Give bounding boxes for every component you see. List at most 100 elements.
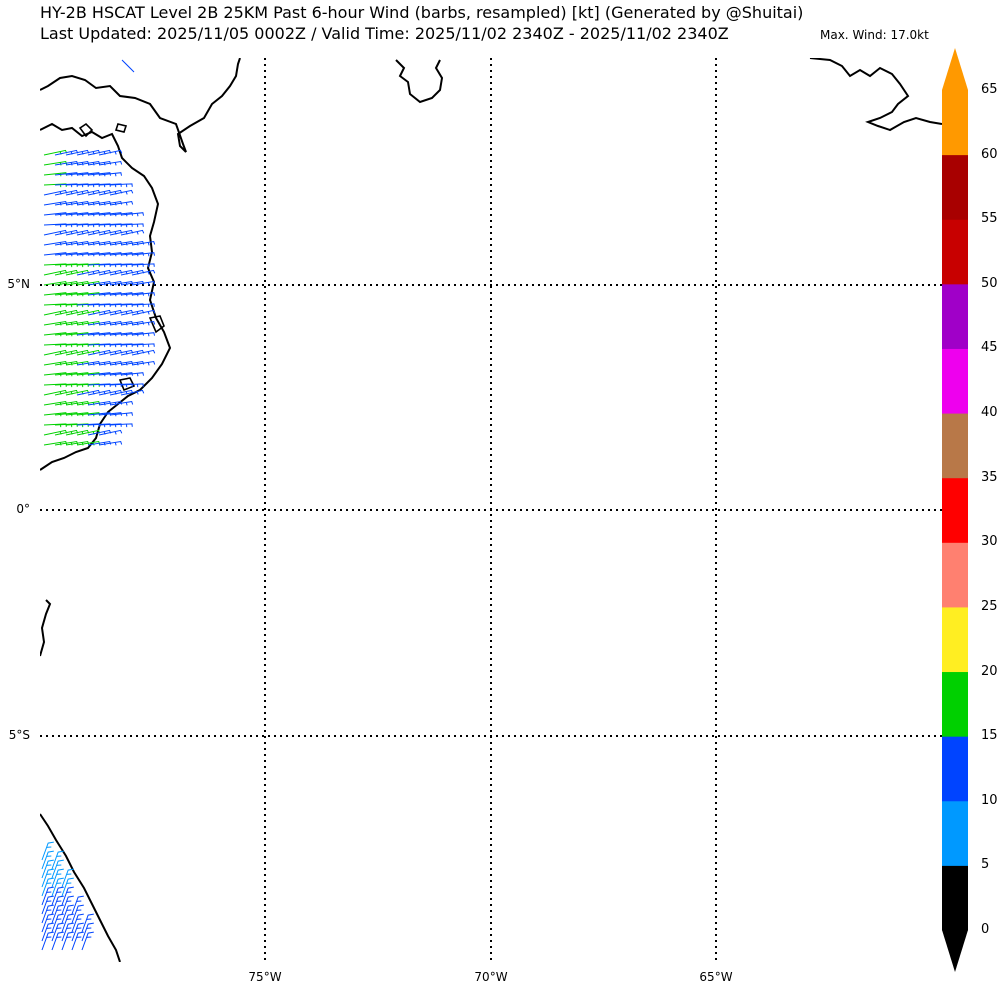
wind-barb xyxy=(87,309,112,316)
colorbar-segment xyxy=(942,865,968,931)
wind-barb xyxy=(76,229,101,236)
wind-barb xyxy=(120,212,144,217)
wind-barb xyxy=(43,389,68,396)
max-wind-label: Max. Wind: 17.0kt xyxy=(820,28,929,42)
wind-barb xyxy=(65,149,90,156)
wind-barb xyxy=(54,309,79,316)
lat-label-5s: 5°S xyxy=(8,728,30,742)
colorbar-extend-over xyxy=(942,48,968,90)
wind-barb xyxy=(109,200,134,206)
wind-barb xyxy=(41,913,54,933)
lon-label-75w: 75°W xyxy=(248,970,282,984)
wind-barb xyxy=(41,841,54,861)
wind-barb xyxy=(87,349,112,356)
colorbar-segment xyxy=(942,606,968,673)
wind-barb xyxy=(120,223,144,228)
wind-barb xyxy=(65,309,90,316)
colorbar-segment xyxy=(942,671,968,737)
wind-barb xyxy=(51,877,64,897)
wind-barb xyxy=(71,922,84,942)
wind-barb xyxy=(131,320,156,326)
wind-barb xyxy=(109,269,134,276)
wind-barb xyxy=(109,189,134,196)
wind-barb xyxy=(71,895,84,915)
wind-barb xyxy=(41,868,54,888)
colorbar-segment xyxy=(942,542,968,608)
colorbar-segment xyxy=(942,413,968,479)
wind-barb xyxy=(65,429,90,436)
chart-subtitle: Last Updated: 2025/11/05 0002Z / Valid T… xyxy=(40,24,729,43)
wind-barb xyxy=(109,423,133,428)
wind-barb xyxy=(131,309,156,316)
chart-title: HY-2B HSCAT Level 2B 25KM Past 6-hour Wi… xyxy=(40,3,804,22)
wind-barb xyxy=(51,886,64,906)
wind-barb xyxy=(41,877,54,897)
wind-barb xyxy=(87,229,112,236)
coastline-central-america xyxy=(40,58,241,153)
wind-barb xyxy=(98,389,123,396)
wind-barb xyxy=(131,240,156,246)
colorbar-tick-label: 45 xyxy=(981,340,998,356)
colorbar-tick-label: 20 xyxy=(981,663,998,679)
wind-barb xyxy=(131,349,156,356)
colorbar-segment xyxy=(942,90,968,156)
wind-barb xyxy=(81,931,94,951)
colorbar-tick-label: 50 xyxy=(981,275,998,291)
wind-barb xyxy=(43,269,68,276)
wind-barb xyxy=(51,895,64,915)
wind-barb xyxy=(98,440,123,446)
colorbar-segment xyxy=(942,283,968,349)
wind-barb xyxy=(51,850,64,870)
wind-barb xyxy=(109,229,134,236)
wind-barb xyxy=(71,913,84,933)
wind-barb xyxy=(98,349,123,356)
wind-barb xyxy=(41,895,54,915)
wind-barb xyxy=(43,189,68,196)
graticule xyxy=(40,58,942,962)
wind-barb xyxy=(98,160,123,166)
wind-barb xyxy=(109,400,134,406)
wind-barb xyxy=(61,868,74,888)
wind-barb xyxy=(65,389,90,396)
wind-barb xyxy=(54,189,79,196)
lon-label-70w: 70°W xyxy=(474,970,508,984)
wind-barb xyxy=(120,309,145,316)
wind-barb xyxy=(98,269,123,276)
wind-barbs-pacific-north xyxy=(43,149,156,446)
wind-barb xyxy=(41,922,54,942)
wind-barb xyxy=(65,229,90,236)
wind-barb xyxy=(120,383,144,388)
colorbar-tick-label: 35 xyxy=(981,469,998,485)
wind-barb xyxy=(131,269,156,276)
coastline-peru-south xyxy=(40,813,121,962)
wind-barb xyxy=(109,349,134,356)
wind-barb xyxy=(131,263,155,268)
wind-barb xyxy=(61,904,74,924)
wind-barb xyxy=(98,309,123,316)
wind-barb xyxy=(120,372,144,377)
wind-barb xyxy=(54,229,79,236)
wind-barb xyxy=(61,877,74,897)
wind-barb xyxy=(41,904,54,924)
wind-barb xyxy=(131,303,155,308)
coastline-hispaniola xyxy=(395,59,444,104)
colorbar-tick-label: 60 xyxy=(981,146,998,162)
wind-barb xyxy=(109,309,134,316)
colorbar-segment xyxy=(942,736,968,802)
lat-label-0: 0° xyxy=(16,502,30,516)
wind-barb xyxy=(81,913,94,933)
wind-barb xyxy=(51,904,64,924)
wind-barb xyxy=(54,389,79,396)
colorbar-tick-label: 55 xyxy=(981,211,998,227)
colorbar xyxy=(942,48,968,972)
wind-barb xyxy=(98,229,123,236)
wind-barb xyxy=(109,183,133,188)
wind-barb xyxy=(87,429,112,436)
wind-barb xyxy=(131,343,155,348)
lon-label-65w: 65°W xyxy=(699,970,733,984)
wind-barb xyxy=(51,859,64,879)
wind-barb xyxy=(87,149,112,156)
wind-barb xyxy=(65,189,90,196)
wind-barb xyxy=(41,859,54,879)
wind-barb xyxy=(61,922,74,942)
